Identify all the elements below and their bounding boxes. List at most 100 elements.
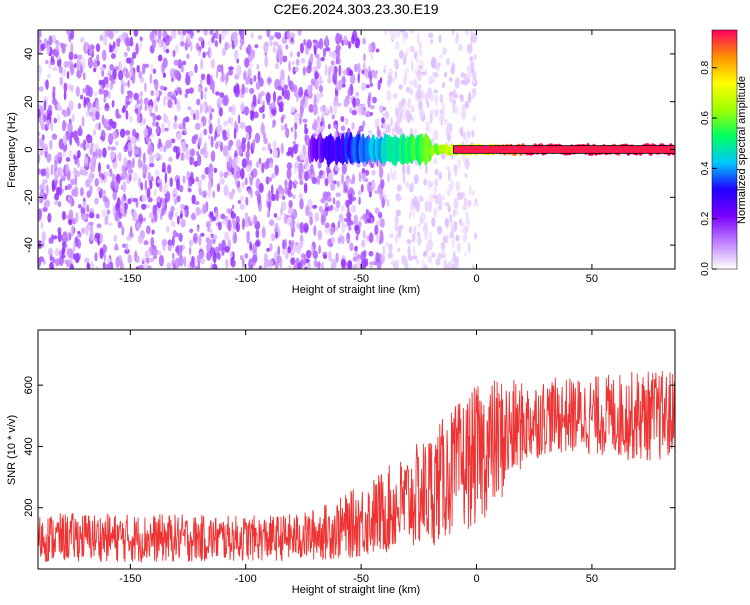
noise-speckle — [190, 42, 192, 52]
noise-speckle — [299, 193, 303, 199]
noise-speckle — [256, 81, 260, 90]
noise-speckle — [468, 242, 471, 254]
noise-speckle — [455, 106, 459, 115]
noise-speckle — [142, 63, 145, 74]
noise-speckle — [413, 225, 416, 234]
noise-speckle — [313, 104, 318, 115]
noise-speckle — [290, 221, 293, 229]
noise-speckle — [97, 223, 102, 228]
noise-speckle — [162, 198, 165, 209]
noise-speckle — [256, 161, 261, 168]
noise-speckle — [48, 237, 52, 244]
noise-speckle — [473, 115, 476, 123]
noise-speckle — [451, 67, 455, 75]
noise-speckle — [155, 105, 158, 112]
spectrogram-ytick-label: -20 — [23, 189, 35, 205]
noise-speckle — [84, 258, 90, 264]
noise-speckle — [200, 79, 203, 85]
noise-speckle — [59, 65, 63, 73]
noise-speckle — [447, 189, 451, 196]
noise-speckle — [77, 239, 81, 249]
noise-speckle — [407, 98, 411, 108]
noise-speckle — [125, 37, 130, 47]
noise-speckle — [249, 61, 253, 68]
noise-speckle — [326, 196, 331, 202]
noise-speckle — [232, 205, 234, 210]
snr-ytick-label: 600 — [23, 376, 35, 394]
noise-speckle — [198, 138, 202, 146]
noise-speckle — [320, 198, 325, 203]
noise-speckle — [160, 85, 164, 90]
noise-speckle — [65, 113, 68, 117]
noise-speckle — [39, 195, 43, 204]
noise-speckle — [238, 114, 240, 124]
noise-speckle — [340, 116, 344, 122]
noise-speckle — [386, 90, 391, 101]
colorbar-gradient — [712, 30, 737, 269]
noise-speckle — [328, 124, 331, 130]
noise-speckle — [77, 140, 80, 147]
noise-speckle — [464, 234, 467, 240]
noise-speckle — [469, 56, 473, 61]
noise-speckle — [252, 139, 255, 150]
noise-speckle — [164, 115, 169, 123]
noise-speckle — [347, 238, 350, 243]
noise-speckle — [224, 42, 228, 50]
noise-speckle — [356, 235, 358, 240]
noise-speckle — [166, 96, 169, 100]
noise-speckle — [342, 164, 347, 175]
noise-speckle — [248, 189, 252, 194]
noise-speckle — [161, 123, 164, 134]
noise-speckle — [445, 218, 449, 228]
noise-speckle — [217, 98, 222, 105]
noise-speckle — [432, 72, 437, 78]
noise-speckle — [157, 179, 162, 183]
noise-speckle — [391, 172, 393, 180]
noise-speckle — [125, 130, 130, 136]
noise-speckle — [273, 148, 278, 158]
noise-speckle — [300, 110, 303, 118]
noise-speckle — [266, 176, 270, 184]
noise-speckle — [67, 71, 70, 79]
noise-speckle — [165, 172, 167, 184]
noise-speckle — [87, 102, 91, 109]
noise-speckle — [88, 86, 93, 97]
noise-speckle — [202, 52, 205, 59]
noise-speckle — [81, 227, 85, 234]
noise-speckle — [134, 28, 139, 37]
noise-speckle — [338, 220, 340, 228]
noise-speckle — [363, 230, 366, 239]
noise-speckle — [281, 125, 284, 131]
noise-speckle — [191, 212, 195, 220]
noise-speckle — [277, 44, 279, 50]
noise-speckle — [40, 221, 43, 229]
noise-speckle — [433, 208, 437, 218]
noise-speckle — [449, 232, 452, 239]
noise-speckle — [335, 167, 340, 171]
snr-xtick-label: 50 — [586, 573, 598, 585]
noise-speckle — [228, 106, 232, 112]
noise-speckle — [472, 34, 476, 43]
noise-speckle — [449, 214, 452, 224]
noise-speckle — [376, 220, 381, 225]
noise-speckle — [247, 68, 252, 77]
noise-speckle — [154, 90, 159, 98]
noise-speckle — [434, 109, 438, 117]
noise-speckle — [428, 76, 433, 85]
noise-speckle — [123, 82, 128, 86]
snr-panel: -150 -100 -50 0 50200400600 Height of straig… — [6, 330, 675, 596]
noise-speckle — [367, 218, 372, 223]
noise-speckle — [282, 239, 285, 249]
noise-speckle — [172, 50, 175, 57]
noise-speckle — [325, 47, 330, 51]
noise-speckle — [223, 145, 228, 156]
noise-speckle — [48, 248, 53, 257]
noise-speckle — [239, 196, 244, 201]
noise-speckle — [228, 70, 233, 76]
spectrogram-xlabel: Height of straight line (km) — [292, 284, 420, 296]
noise-speckle — [455, 235, 459, 241]
noise-speckle — [209, 211, 213, 218]
noise-speckle — [426, 201, 429, 212]
noise-speckle — [74, 63, 77, 68]
noise-speckle — [431, 57, 436, 69]
